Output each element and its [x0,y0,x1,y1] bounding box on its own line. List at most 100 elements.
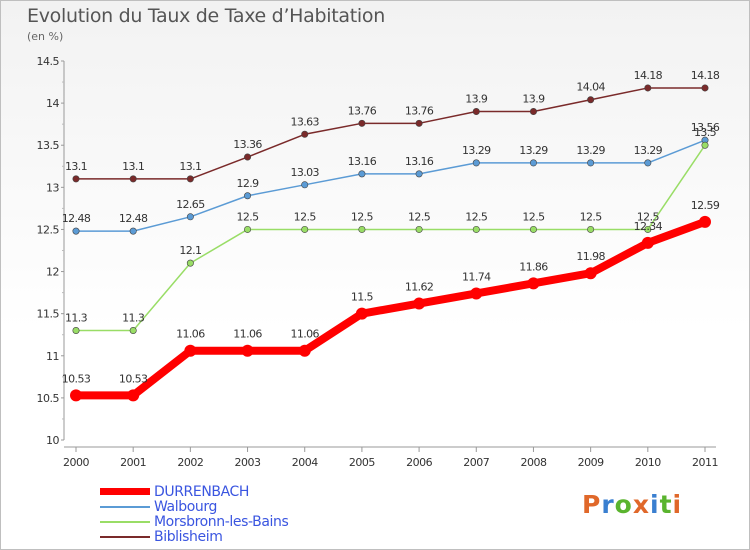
data-point-walbourg[interactable] [72,227,80,235]
data-label-morsbronn-les-bains: 12.1 [179,244,201,257]
logo-letter: P [582,490,602,519]
data-point-biblisheim[interactable] [301,130,309,138]
x-tick-label: 2002 [177,456,203,469]
data-label-walbourg: 13.16 [405,155,434,168]
data-label-walbourg: 12.65 [176,198,205,211]
x-tick-label: 2008 [520,456,546,469]
data-label-biblisheim: 14.18 [691,69,720,82]
data-point-biblisheim[interactable] [129,175,137,183]
data-label-morsbronn-les-bains: 12.5 [465,210,488,223]
data-label-morsbronn-les-bains: 12.5 [351,210,374,223]
data-point-durrenbach[interactable] [699,215,711,228]
x-tick-label: 2006 [406,456,432,469]
data-point-durrenbach[interactable] [184,344,197,357]
data-point-walbourg[interactable] [415,170,423,178]
x-tick-label: 2007 [463,456,489,469]
data-point-biblisheim[interactable] [358,119,366,127]
legend-swatch-morsbronn [100,520,150,523]
data-point-morsbronn-les-bains[interactable] [587,225,595,233]
data-point-walbourg[interactable] [358,170,366,178]
data-label-morsbronn-les-bains: 12.5 [294,210,317,223]
data-label-walbourg: 13.29 [634,144,663,157]
data-point-morsbronn-les-bains[interactable] [301,225,309,233]
data-point-morsbronn-les-bains[interactable] [186,259,194,267]
y-tick-label: 14.5 [37,55,60,68]
data-point-durrenbach[interactable] [470,287,483,300]
legend-item-walbourg[interactable]: Walbourg [100,498,288,515]
data-point-morsbronn-les-bains[interactable] [129,327,137,335]
data-point-durrenbach[interactable] [584,267,597,280]
data-point-morsbronn-les-bains[interactable] [529,225,537,233]
data-point-durrenbach[interactable] [355,307,368,320]
legend-item-biblisheim[interactable]: Biblisheim [100,528,288,545]
data-point-walbourg[interactable] [129,227,137,235]
data-point-biblisheim[interactable] [415,119,423,127]
data-point-walbourg[interactable] [472,159,480,167]
data-label-biblisheim: 13.1 [65,160,87,173]
data-point-biblisheim[interactable] [587,96,595,104]
data-point-walbourg[interactable] [301,181,309,189]
x-tick-label: 2009 [578,456,604,469]
data-point-biblisheim[interactable] [186,175,194,183]
data-point-durrenbach[interactable] [241,344,254,357]
data-point-morsbronn-les-bains[interactable] [244,225,252,233]
data-label-durrenbach: 11.06 [290,328,319,341]
legend-label-biblisheim: Biblisheim [154,528,223,545]
data-point-durrenbach[interactable] [298,344,311,357]
data-point-biblisheim[interactable] [701,84,709,92]
data-point-morsbronn-les-bains[interactable] [415,225,423,233]
data-point-walbourg[interactable] [244,192,252,200]
data-label-morsbronn-les-bains: 12.5 [408,210,431,223]
data-label-walbourg: 13.29 [519,144,548,157]
data-point-walbourg[interactable] [529,159,537,167]
data-point-durrenbach[interactable] [641,236,654,249]
data-label-walbourg: 13.56 [691,121,720,134]
legend-swatch-biblisheim [100,535,150,538]
data-point-durrenbach[interactable] [527,277,540,290]
data-point-walbourg[interactable] [186,213,194,221]
data-point-morsbronn-les-bains[interactable] [644,225,652,233]
y-tick-label: 13.5 [37,139,60,152]
data-point-durrenbach[interactable] [413,297,426,310]
data-point-walbourg[interactable] [644,159,652,167]
data-label-biblisheim: 13.9 [522,93,545,106]
x-tick-label: 2000 [63,456,89,469]
data-label-biblisheim: 14.18 [634,69,663,82]
x-tick-label: 2010 [635,456,661,469]
legend-item-durrenbach[interactable]: DURRENBACH [100,484,288,500]
data-point-biblisheim[interactable] [529,108,537,116]
data-point-morsbronn-les-bains[interactable] [472,225,480,233]
logo-letter: r [601,490,615,519]
x-tick-label: 2011 [692,456,718,469]
data-point-biblisheim[interactable] [72,175,80,183]
data-point-biblisheim[interactable] [244,153,252,161]
legend-label-walbourg: Walbourg [154,498,217,515]
data-point-biblisheim[interactable] [644,84,652,92]
chart-legend: DURRENBACH Walbourg Morsbronn-les-Bains … [100,484,289,545]
data-point-morsbronn-les-bains[interactable] [701,141,709,149]
x-tick-label: 2004 [292,456,318,469]
data-point-biblisheim[interactable] [472,108,480,116]
data-label-durrenbach: 11.5 [351,291,374,304]
x-tick-label: 2005 [349,456,375,469]
data-label-durrenbach: 11.62 [405,281,434,294]
data-label-biblisheim: 13.1 [122,160,144,173]
data-point-durrenbach[interactable] [127,389,140,402]
data-point-walbourg[interactable] [587,159,595,167]
data-point-morsbronn-les-bains[interactable] [358,225,366,233]
proxiti-logo: Proxiti [582,490,682,519]
series-line-walbourg [75,139,706,232]
data-point-durrenbach[interactable] [70,389,82,402]
legend-swatch-walbourg [100,505,150,508]
data-point-morsbronn-les-bains[interactable] [72,327,80,335]
data-label-durrenbach: 10.53 [62,372,91,385]
y-tick-label: 13 [46,181,59,194]
logo-letter: i [672,490,683,519]
data-label-durrenbach: 11.74 [462,270,491,283]
data-label-morsbronn-les-bains: 12.5 [236,210,259,223]
legend-item-morsbronn[interactable]: Morsbronn-les-Bains [100,514,289,530]
y-tick-label: 10.5 [37,392,60,405]
legend-swatch-durrenbach [100,488,150,495]
data-label-walbourg: 13.29 [576,144,605,157]
